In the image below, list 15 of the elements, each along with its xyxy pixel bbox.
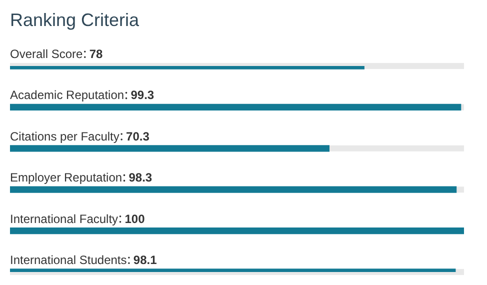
data-label: 98.1 <box>133 253 158 267</box>
y-tick-label: International Faculty <box>10 212 118 226</box>
data-label: 78 <box>89 47 104 61</box>
chart-title: Ranking Criteria <box>10 10 140 31</box>
data-label: 99.3 <box>130 88 154 102</box>
y-tick-label: Overall Score <box>10 47 84 61</box>
bar <box>10 104 462 111</box>
y-tick-label: International Students <box>10 253 127 267</box>
data-label: 100 <box>124 212 146 226</box>
y-tick-label: Academic Reputation <box>10 88 124 102</box>
y-tick-label: Citations per Faculty <box>10 129 120 144</box>
y-tick-label: Employer Reputation <box>10 170 122 185</box>
data-label: 98.3 <box>128 170 152 185</box>
bar <box>10 186 457 193</box>
data-label: 70.3 <box>126 129 150 144</box>
